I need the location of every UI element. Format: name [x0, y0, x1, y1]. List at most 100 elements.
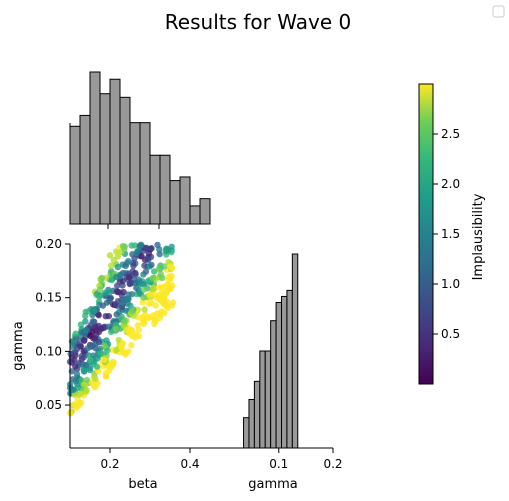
- scatter-point: [140, 281, 148, 288]
- scatter-point: [120, 288, 127, 296]
- beta-histogram-bar: [79, 114, 91, 225]
- scatter-point: [165, 284, 173, 292]
- scatter-point: [154, 241, 161, 249]
- scatter-point: [93, 363, 101, 370]
- scatter-y-ticks: 0.05 0.10 0.15 0.20: [35, 237, 70, 412]
- scatter-point: [83, 327, 90, 334]
- scatter-point: [138, 253, 145, 260]
- scatter-point: [83, 386, 90, 394]
- figure-title: Results for Wave 0: [165, 10, 351, 34]
- gamma-histogram-tick-label: 0.1: [269, 457, 288, 471]
- beta-histogram-axes: [69, 123, 195, 229]
- beta-histogram-bar: [99, 93, 111, 225]
- scatter-points: [66, 241, 177, 417]
- colorbar-tick-label: 0.5: [441, 327, 460, 341]
- scatter-y-tick-label: 0.20: [35, 237, 62, 251]
- scatter-point: [103, 373, 110, 380]
- scatter-point: [122, 262, 129, 270]
- scatter-point: [127, 326, 135, 333]
- scatter-point: [95, 339, 103, 346]
- scatter-point: [128, 342, 135, 349]
- scatter-point: [113, 311, 120, 318]
- scatter-point: [128, 290, 136, 298]
- scatter-point: [119, 300, 126, 307]
- scatter-point: [136, 242, 144, 249]
- scatter-point: [114, 263, 122, 271]
- colorbar-tick-label: 2.0: [441, 177, 460, 191]
- scatter-point: [101, 342, 108, 349]
- scatter-point: [87, 356, 94, 363]
- scatter-point: [108, 276, 116, 284]
- scatter-point: [114, 253, 122, 260]
- gamma-histogram-bar: [259, 350, 266, 449]
- scatter-point: [100, 356, 108, 364]
- scatter-point: [131, 334, 139, 341]
- scatter-point: [106, 297, 113, 305]
- scatter-point: [71, 356, 78, 364]
- scatter-point: [121, 243, 128, 250]
- gamma-histogram-ticks: 0.1 0.2: [269, 448, 343, 471]
- beta-histogram-bar: [109, 78, 121, 225]
- scatter-point: [79, 361, 86, 368]
- colorbar-tick-label: 1.5: [441, 227, 460, 241]
- gamma-histogram-bar: [270, 320, 277, 449]
- scatter-point: [72, 404, 80, 412]
- scatter-point: [122, 295, 130, 303]
- scatter-point: [145, 250, 153, 257]
- beta-histogram-bar: [189, 205, 201, 225]
- beta-histogram-bar: [169, 180, 181, 225]
- beta-histogram-bar: [149, 154, 161, 225]
- scatter-point: [125, 348, 132, 355]
- scatter-point: [86, 366, 93, 374]
- scatter-axes: [69, 244, 230, 449]
- beta-histogram-bar: [179, 176, 191, 225]
- scatter-point: [84, 345, 91, 352]
- scatter-x-label: beta: [128, 477, 157, 492]
- scatter-point: [142, 268, 150, 275]
- scatter-y-label: gamma: [11, 321, 26, 371]
- scatter-point: [139, 299, 146, 306]
- gamma-histogram-bar: [286, 289, 293, 449]
- scatter-point: [78, 399, 85, 407]
- scatter-point: [140, 315, 148, 322]
- scatter-point: [141, 262, 148, 269]
- gamma-histogram-bar: [291, 253, 299, 449]
- scatter-point: [110, 256, 117, 264]
- gamma-histogram-bar: [275, 302, 283, 449]
- scatter-point: [73, 370, 81, 378]
- scatter-point: [113, 273, 120, 281]
- scatter-point: [149, 274, 156, 282]
- scatter-point: [129, 307, 136, 315]
- scatter-x-tick-label: 0.4: [180, 457, 199, 471]
- scatter-point: [159, 274, 166, 282]
- scatter-point: [114, 288, 121, 296]
- scatter-point: [96, 293, 103, 301]
- scatter-point: [151, 268, 158, 275]
- gamma-histogram-x-label: gamma: [248, 477, 298, 492]
- scatter-point: [126, 274, 133, 281]
- scatter-point: [145, 300, 153, 307]
- scatter-y-tick-label: 0.10: [35, 344, 62, 358]
- scatter-point: [119, 277, 127, 285]
- scatter-point: [80, 353, 88, 361]
- scatter-point: [80, 368, 88, 375]
- scatter-point: [132, 271, 139, 278]
- scatter-point: [131, 242, 139, 249]
- beta-histogram-bar: [159, 154, 171, 225]
- scatter-point: [141, 306, 148, 313]
- scatter-point: [69, 349, 77, 357]
- scatter-point: [72, 363, 79, 370]
- scatter-point: [119, 340, 127, 347]
- scatter-point: [97, 350, 105, 357]
- scatter-point: [99, 302, 107, 309]
- scatter-point: [91, 375, 99, 382]
- scatter-point: [80, 337, 88, 344]
- scatter-x-tick-label: 0.2: [100, 457, 119, 471]
- scatter-point: [143, 245, 150, 252]
- scatter-point: [150, 285, 157, 292]
- gamma-histogram-bar: [253, 380, 261, 449]
- gamma-histogram: [243, 253, 299, 449]
- scatter-point: [85, 308, 92, 315]
- colorbar-label: Implausibility: [471, 193, 486, 280]
